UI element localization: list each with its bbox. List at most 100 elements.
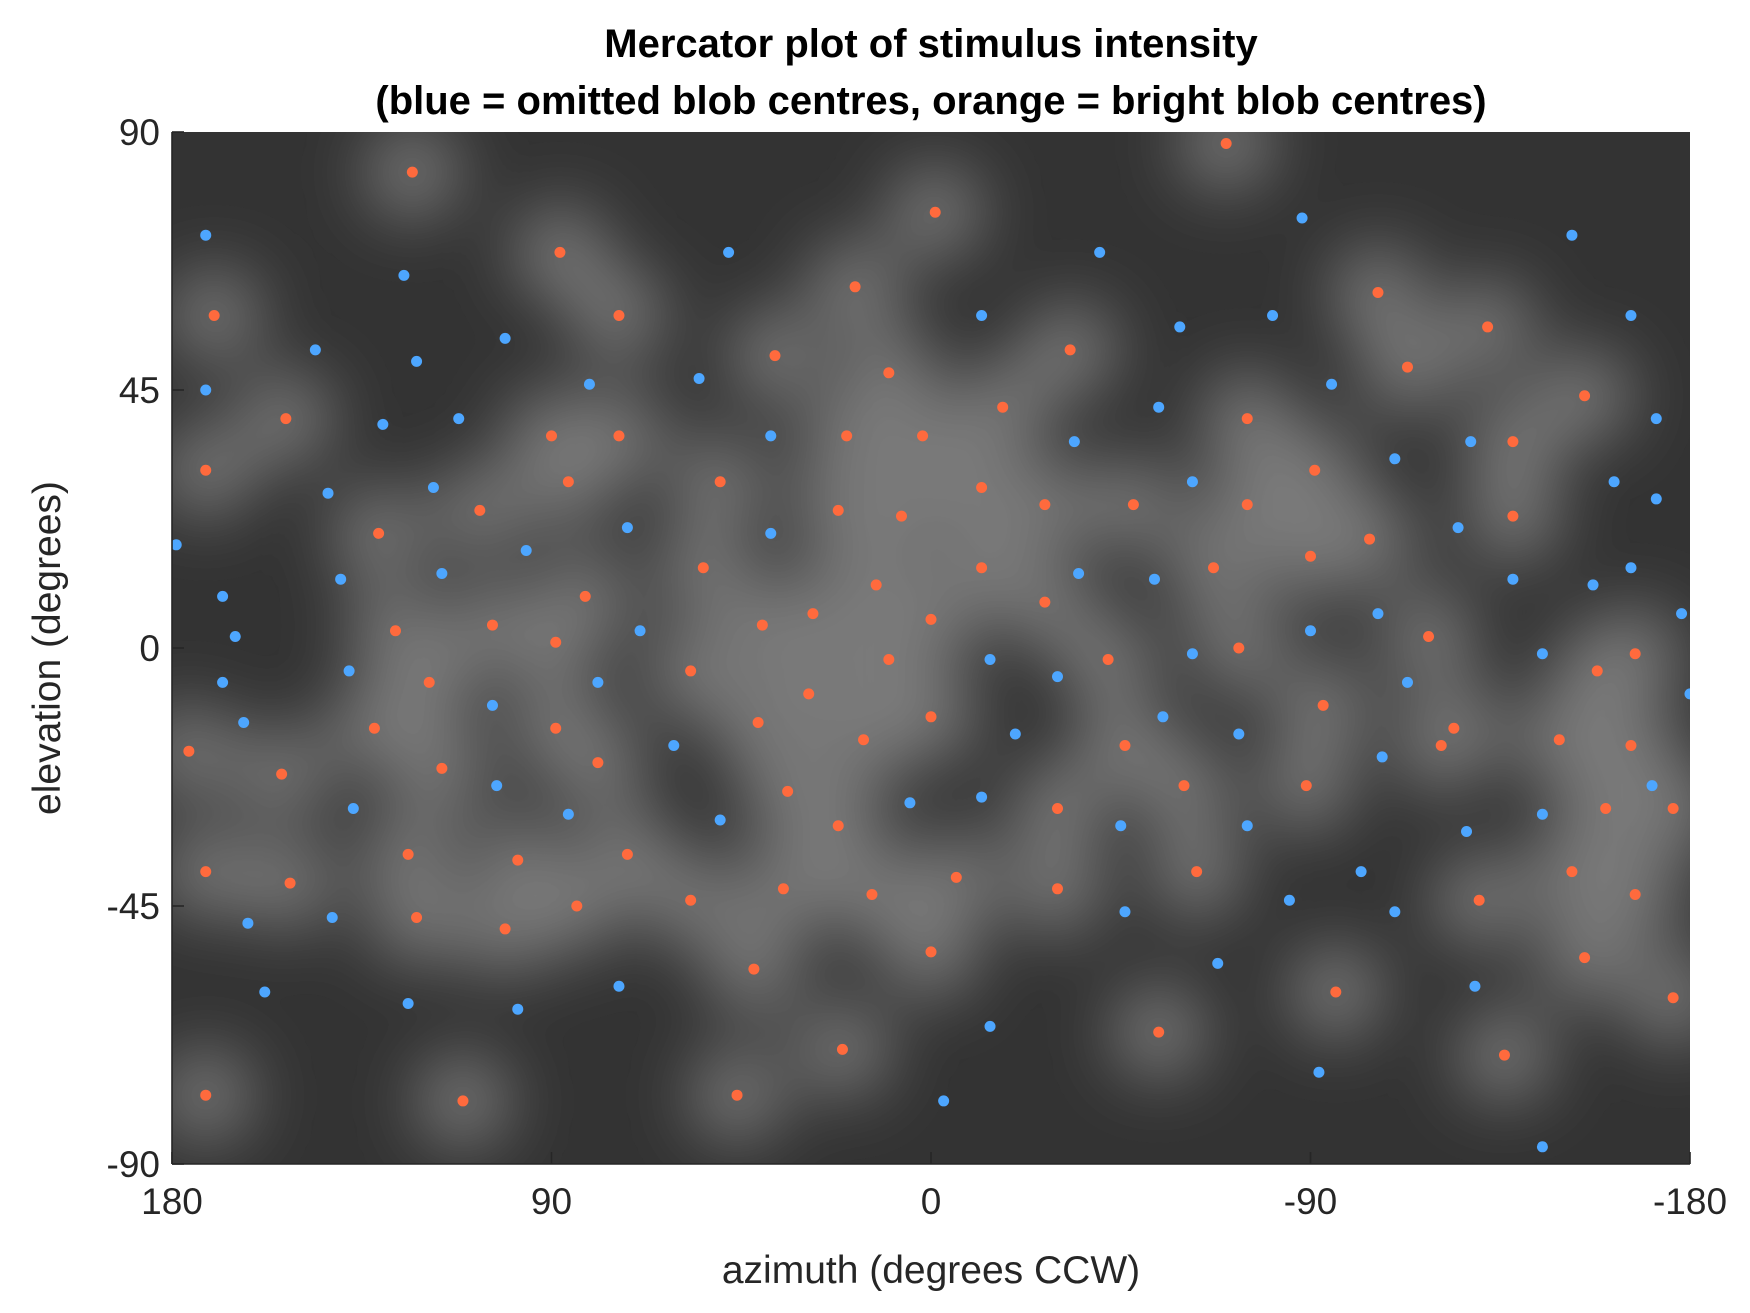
intensity-glow bbox=[172, 825, 252, 918]
omitted-blob-centre-marker bbox=[1313, 1066, 1325, 1078]
bright-blob-centre-marker bbox=[499, 923, 511, 935]
bright-blob-centre-marker bbox=[1309, 464, 1321, 476]
bright-blob-centre-marker bbox=[1330, 986, 1342, 998]
omitted-blob-centre-marker bbox=[984, 1020, 996, 1032]
bright-blob-centre-marker bbox=[1507, 510, 1519, 522]
bright-blob-centre-marker bbox=[474, 504, 486, 516]
intensity-glow bbox=[172, 705, 235, 798]
bright-blob-centre-marker bbox=[858, 734, 870, 746]
y-tick-label: 0 bbox=[139, 628, 160, 669]
omitted-blob-centre-marker bbox=[1625, 309, 1637, 321]
bright-blob-centre-marker bbox=[1401, 361, 1413, 373]
bright-blob-centre-marker bbox=[832, 504, 844, 516]
omitted-blob-centre-marker bbox=[259, 986, 271, 998]
bright-blob-centre-marker bbox=[579, 590, 591, 602]
omitted-blob-centre-marker bbox=[238, 717, 250, 729]
omitted-blob-centre-marker bbox=[1461, 825, 1473, 837]
bright-blob-centre-marker bbox=[917, 430, 929, 442]
y-tick-label: 90 bbox=[119, 112, 160, 153]
bright-blob-centre-marker bbox=[436, 762, 448, 774]
bright-blob-centre-marker bbox=[841, 430, 853, 442]
omitted-blob-centre-marker bbox=[1469, 980, 1481, 992]
bright-blob-centre-marker bbox=[1241, 499, 1253, 511]
bright-blob-centre-marker bbox=[1233, 642, 1245, 654]
x-tick-label: -90 bbox=[1284, 1181, 1337, 1222]
omitted-blob-centre-marker bbox=[1052, 671, 1063, 683]
bright-blob-centre-marker bbox=[621, 848, 633, 860]
x-tick-label: -180 bbox=[1653, 1181, 1727, 1222]
omitted-blob-centre-marker bbox=[938, 1095, 950, 1107]
bright-blob-centre-marker bbox=[200, 866, 212, 878]
x-tick-label: 0 bbox=[921, 1181, 942, 1222]
omitted-blob-centre-marker bbox=[1389, 906, 1401, 918]
omitted-blob-centre-marker bbox=[1650, 493, 1662, 505]
omitted-blob-centre-marker bbox=[1241, 820, 1253, 832]
omitted-blob-centre-marker bbox=[1119, 906, 1131, 918]
omitted-blob-centre-marker bbox=[1676, 608, 1688, 620]
omitted-blob-centre-marker bbox=[1326, 378, 1338, 390]
bright-blob-centre-marker bbox=[1629, 889, 1641, 901]
bright-blob-centre-marker bbox=[883, 653, 895, 665]
bright-blob-centre-marker bbox=[411, 911, 423, 923]
bright-blob-centre-marker bbox=[368, 722, 380, 734]
bright-blob-centre-marker bbox=[1305, 550, 1316, 562]
bright-blob-centre-marker bbox=[554, 246, 566, 258]
x-ticks: 180 90 0 -90 -180 bbox=[141, 1152, 1727, 1222]
omitted-blob-centre-marker bbox=[1536, 1141, 1548, 1153]
bright-blob-centre-marker bbox=[1191, 866, 1203, 878]
y-ticks: 90 45 0 -45 -90 bbox=[107, 112, 184, 1185]
omitted-blob-centre-marker bbox=[491, 780, 503, 792]
bright-blob-centre-marker bbox=[1220, 137, 1232, 149]
bright-blob-centre-marker bbox=[849, 281, 861, 293]
bright-blob-centre-marker bbox=[756, 619, 768, 631]
bright-blob-centre-marker bbox=[731, 1089, 743, 1101]
bright-blob-centre-marker bbox=[280, 413, 292, 425]
bright-blob-centre-marker bbox=[1372, 287, 1384, 299]
omitted-blob-centre-marker bbox=[976, 309, 988, 321]
omitted-blob-centre-marker bbox=[1068, 436, 1080, 448]
bright-blob-centre-marker bbox=[976, 562, 988, 574]
bright-blob-centre-marker bbox=[782, 785, 794, 797]
omitted-blob-centre-marker bbox=[1186, 476, 1198, 488]
intensity-glow bbox=[172, 1049, 252, 1142]
chart-title-line-2: (blue = omitted blob centres, orange = b… bbox=[375, 79, 1486, 123]
bright-blob-centre-marker bbox=[925, 946, 937, 958]
bright-blob-centre-marker bbox=[925, 711, 937, 723]
bright-blob-centre-marker bbox=[373, 527, 385, 539]
omitted-blob-centre-marker bbox=[1608, 476, 1620, 488]
bright-blob-centre-marker bbox=[803, 688, 815, 700]
bright-blob-centre-marker bbox=[1153, 1026, 1165, 1038]
omitted-blob-centre-marker bbox=[1355, 866, 1367, 878]
omitted-blob-centre-marker bbox=[1009, 728, 1021, 740]
bright-blob-centre-marker bbox=[836, 1043, 848, 1055]
omitted-blob-centre-marker bbox=[322, 487, 334, 499]
bright-blob-centre-marker bbox=[571, 900, 583, 912]
bright-blob-centre-marker bbox=[284, 877, 296, 889]
bright-blob-centre-marker bbox=[1600, 803, 1612, 815]
bright-blob-centre-marker bbox=[1507, 436, 1519, 448]
omitted-blob-centre-marker bbox=[200, 229, 212, 241]
bright-blob-centre-marker bbox=[929, 206, 941, 218]
bright-blob-centre-marker bbox=[1127, 499, 1139, 511]
bright-blob-centre-marker bbox=[402, 848, 414, 860]
omitted-blob-centre-marker bbox=[668, 739, 680, 751]
omitted-blob-centre-marker bbox=[1465, 436, 1477, 448]
omitted-blob-centre-marker bbox=[520, 545, 532, 557]
bright-blob-centre-marker bbox=[200, 464, 212, 476]
bright-blob-centre-marker bbox=[1317, 699, 1329, 711]
bright-blob-centre-marker bbox=[769, 350, 781, 362]
bright-blob-centre-marker bbox=[1052, 803, 1063, 815]
bright-blob-centre-marker bbox=[714, 476, 726, 488]
omitted-blob-centre-marker bbox=[1536, 648, 1548, 660]
axes: 180 90 0 -90 -180 90 45 0 -45 -90 bbox=[107, 112, 1728, 1222]
bright-blob-centre-marker bbox=[1039, 596, 1051, 608]
omitted-blob-centre-marker bbox=[634, 625, 646, 637]
omitted-blob-centre-marker bbox=[765, 430, 777, 442]
omitted-blob-centre-marker bbox=[309, 344, 321, 356]
omitted-blob-centre-marker bbox=[714, 814, 726, 826]
omitted-blob-centre-marker bbox=[1684, 688, 1690, 700]
omitted-blob-centre-marker bbox=[621, 522, 633, 534]
omitted-blob-centre-marker bbox=[1650, 413, 1662, 425]
bright-blob-centre-marker bbox=[1498, 1049, 1510, 1061]
bright-blob-centre-marker bbox=[832, 820, 844, 832]
